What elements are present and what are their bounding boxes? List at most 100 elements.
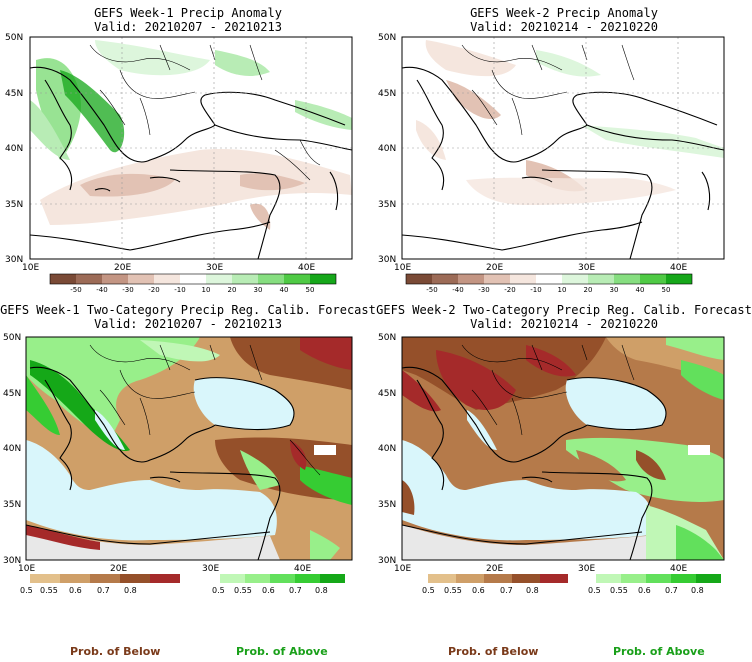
panel-title: GEFS Week-1 Precip Anomaly: [94, 6, 282, 20]
panel-title: GEFS Week-2 Two-Category Precip Reg. Cal…: [376, 303, 752, 317]
colorbar-label: 20: [584, 286, 593, 294]
lat-label: 45N: [378, 389, 396, 399]
colorbar-label: 0.55: [234, 586, 252, 595]
colorbar-swatch: [406, 274, 432, 284]
above-region: [676, 525, 724, 560]
probability-map-svg: 50N 45N 40N 35N 30N 10E 20E 30E 40E 0.5 …: [378, 333, 725, 595]
colorbar-label: 20: [228, 286, 237, 294]
colorbar-label: 0.6: [638, 586, 651, 595]
lat-label: 35N: [5, 200, 23, 210]
colorbar-label: 0.55: [444, 586, 462, 595]
colorbar-swatch: [432, 274, 458, 284]
lon-label: 30E: [206, 263, 223, 273]
lat-label: 35N: [378, 200, 396, 210]
colorbar-swatch: [90, 574, 120, 583]
axis-labels: 50N 45N 40N 35N 30N 10E 20E 30E 40E: [378, 333, 687, 574]
mediterranean-sea: [26, 440, 277, 541]
colorbar-swatch: [206, 274, 232, 284]
map-frame: [401, 36, 725, 260]
above-region: [681, 360, 724, 400]
colorbar-swatch: [484, 274, 510, 284]
colorbar-swatch: [484, 574, 512, 583]
lat-label: 35N: [378, 500, 396, 510]
lat-label: 50N: [378, 33, 396, 43]
prob-above-label-left: Prob. of Above: [236, 645, 328, 658]
below-region-strong: [526, 345, 576, 377]
colorbar-swatch: [150, 574, 180, 583]
mediterranean-sea: [402, 440, 653, 541]
country-borders: [89, 344, 321, 476]
colorbar-swatch: [102, 274, 128, 284]
panel-valid-dates: Valid: 20210207 - 20210213: [94, 317, 282, 331]
lon-label: 10E: [18, 564, 35, 574]
colorbar-label: 0.8: [124, 586, 137, 595]
below-region-strong: [300, 337, 352, 370]
lat-label: 30N: [3, 556, 21, 566]
colorbar-label: -30: [122, 286, 133, 294]
country-borders: [461, 344, 635, 436]
colorbar-swatch: [154, 274, 180, 284]
colorbar-swatch: [512, 574, 540, 583]
above-colorbar: 0.5 0.55 0.6 0.7 0.8: [588, 574, 721, 595]
colorbar-swatch: [180, 274, 206, 284]
colorbar-swatch: [245, 574, 270, 583]
above-region: [240, 450, 280, 490]
colorbar-swatch: [536, 274, 562, 284]
colorbar-label: 0.5: [212, 586, 225, 595]
coastlines: [26, 366, 295, 560]
colorbar-swatch: [696, 574, 721, 583]
lat-label: 40N: [5, 144, 23, 154]
probability-map-svg: 50N 45N 40N 35N 30N 10E 20E 30E 40E 0.5 …: [3, 333, 353, 595]
lat-label: 40N: [378, 444, 396, 454]
dry-anomaly-balkans: [446, 80, 501, 120]
colorbar-label: 0.7: [289, 586, 302, 595]
colorbar-label: 30: [254, 286, 263, 294]
no-data-region: [26, 525, 280, 560]
colorbar-label: 0.5: [588, 586, 601, 595]
panel-week2-anomaly: GEFS Week-2 Precip Anomaly Valid: 202102…: [376, 0, 752, 300]
adriatic-sea: [467, 410, 497, 450]
colorbar-label: -40: [452, 286, 463, 294]
lat-label: 40N: [378, 144, 396, 154]
no-data-region: [402, 525, 656, 560]
coastlines: [402, 66, 724, 259]
lon-label: 40E: [670, 263, 687, 273]
country-borders: [89, 44, 321, 181]
dry-anomaly-med-light: [40, 149, 352, 225]
map-frame: [29, 36, 353, 260]
colorbar-swatch: [60, 574, 90, 583]
below-region-strong: [402, 370, 441, 412]
black-sea: [193, 377, 295, 430]
panel-week1-anomaly: GEFS Week-1 Precip Anomaly Valid: 202102…: [0, 0, 376, 300]
lat-label: 30N: [378, 255, 396, 265]
colorbar-swatch: [614, 274, 640, 284]
map-frame: [25, 336, 353, 561]
lat-label: 45N: [5, 89, 23, 99]
colorbar-swatch: [310, 274, 336, 284]
below-region-strong: [436, 350, 516, 410]
dry-anomaly-north: [425, 40, 516, 77]
prob-below-label-left: Prob. of Below: [70, 645, 161, 658]
wet-anomaly-blacksea: [581, 125, 724, 158]
colorbar-swatch: [671, 574, 696, 583]
lat-label: 45N: [378, 89, 396, 99]
panel-valid-dates: Valid: 20210214 - 20210220: [470, 317, 658, 331]
colorbar-swatch: [284, 274, 310, 284]
lat-label: 35N: [3, 500, 21, 510]
lon-label: 20E: [110, 564, 127, 574]
anomaly-map-svg: 50N 45N 40N 35N 30N 10E 20E 30E 40E -5: [5, 33, 353, 294]
lon-label: 30E: [202, 564, 219, 574]
map-frame: [401, 336, 725, 561]
colorbar-swatch: [50, 274, 76, 284]
below-region-strong: [26, 525, 100, 550]
colorbar-swatch: [428, 574, 456, 583]
wet-anomaly-north: [95, 40, 210, 76]
lon-label: 30E: [578, 564, 595, 574]
colorbar-label: -20: [148, 286, 159, 294]
wet-anomaly-italy: [30, 100, 70, 160]
wet-anomaly-north: [536, 50, 601, 77]
colorbar-label: 0.55: [610, 586, 628, 595]
lon-label: 10E: [394, 564, 411, 574]
lat-label: 40N: [3, 444, 21, 454]
colorbar-label: 0.8: [526, 586, 539, 595]
